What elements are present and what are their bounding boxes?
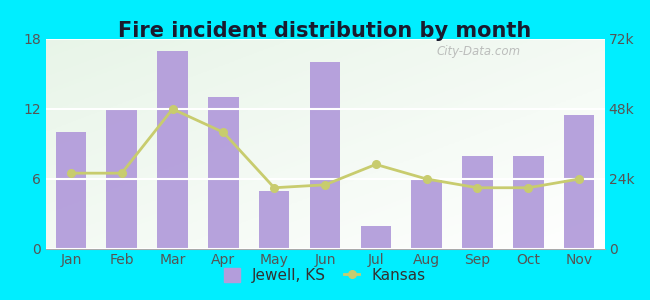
Bar bbox=[513, 156, 543, 249]
Bar bbox=[361, 226, 391, 249]
Bar bbox=[56, 132, 86, 249]
Legend: Jewell, KS, Kansas: Jewell, KS, Kansas bbox=[218, 262, 432, 290]
Bar bbox=[411, 179, 442, 249]
Bar bbox=[259, 191, 289, 249]
Bar bbox=[208, 97, 239, 249]
Bar bbox=[157, 51, 188, 249]
Bar bbox=[564, 115, 594, 249]
Bar bbox=[107, 109, 137, 249]
Bar bbox=[310, 62, 340, 249]
Text: Fire incident distribution by month: Fire incident distribution by month bbox=[118, 21, 532, 41]
Bar bbox=[462, 156, 493, 249]
Text: City-Data.com: City-Data.com bbox=[437, 45, 521, 58]
